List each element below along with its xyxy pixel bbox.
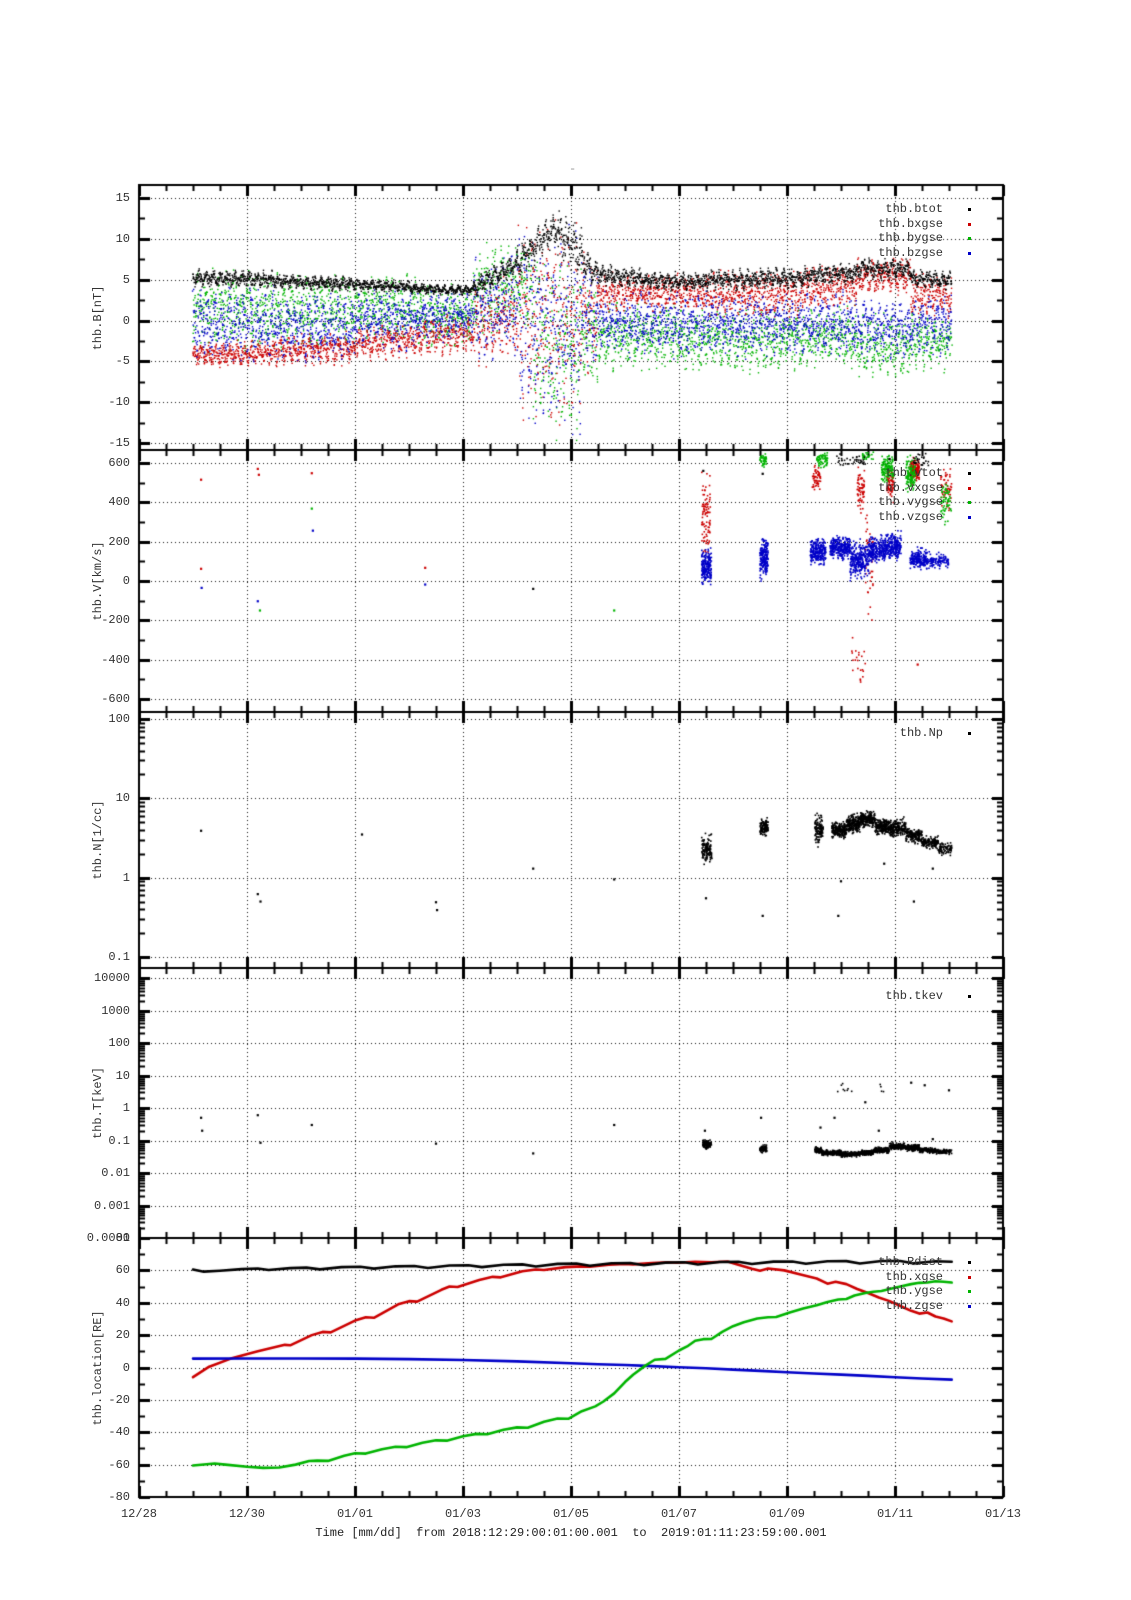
y-tick-label: 1 [122, 871, 130, 885]
y-tick-label: 1000 [101, 1004, 130, 1018]
plot-title-dash: - [569, 162, 577, 176]
y-tick-label: 5 [122, 273, 130, 287]
x-tick-label: 01/09 [768, 1507, 805, 1521]
legend-label: thb.bxgse [878, 216, 943, 231]
y-tick-label: -80 [108, 1490, 130, 1504]
legend-marker-dot [968, 1290, 971, 1293]
y-tick-label: 0.1 [108, 950, 130, 964]
y-tick-label: -15 [108, 436, 130, 450]
y-tick-label: -200 [101, 613, 130, 627]
legend-label: thb.vtot [885, 466, 943, 480]
legend-marker-dot [968, 472, 971, 475]
legend-marker-dot [968, 1304, 971, 1308]
y-tick-label: -400 [101, 653, 130, 667]
y-tick-label: -20 [108, 1393, 130, 1407]
y-tick-label: 0.01 [101, 1166, 130, 1180]
legend-marker-dot [968, 515, 971, 519]
x-tick-label: 01/07 [660, 1507, 697, 1521]
y-tick-label: 100 [108, 1036, 130, 1050]
y-tick-label: 600 [108, 456, 130, 470]
y-tick-label: 10 [115, 232, 130, 246]
x-axis-title: Time [mm/dd] from 2018:12:29:00:01:00.00… [315, 1526, 827, 1540]
x-tick-label: 12/30 [228, 1507, 265, 1521]
legend-marker-dot [968, 208, 971, 211]
y-tick-label: 40 [115, 1296, 130, 1310]
y-tick-label: 20 [115, 1328, 130, 1342]
y-tick-label: 60 [115, 1263, 130, 1277]
y-tick-label: -60 [108, 1458, 130, 1472]
y-axis-label: thb.B[nT] [91, 285, 105, 351]
y-tick-label: 400 [108, 495, 130, 509]
y-tick-label: 10000 [93, 971, 130, 985]
y-tick-label: 10 [115, 791, 130, 805]
legend-marker-dot [968, 732, 971, 735]
legend-marker-dot [968, 995, 971, 998]
legend-label: thb.bygse [878, 231, 943, 245]
y-tick-label: 0.001 [93, 1199, 130, 1213]
legend-label: thb.Np [899, 726, 943, 740]
y-tick-label: -10 [108, 395, 130, 409]
legend-marker-dot [968, 222, 971, 226]
y-tick-label: 1 [122, 1101, 130, 1115]
y-tick-label: -40 [108, 1425, 130, 1439]
y-axis-label: thb.location[RE] [91, 1310, 105, 1426]
legend-marker-dot [968, 237, 971, 240]
x-tick-label: 01/03 [444, 1507, 481, 1521]
y-tick-label: 80 [115, 1231, 130, 1245]
legend-marker-dot [968, 1275, 971, 1279]
legend-label: thb.xgse [885, 1269, 943, 1284]
legend-marker-dot [968, 251, 971, 255]
legend-label: thb.btot [885, 202, 943, 216]
y-tick-label: 15 [115, 191, 130, 205]
y-tick-label: 0 [122, 1361, 130, 1375]
legend-label: thb.ygse [885, 1284, 943, 1298]
x-tick-label: 01/01 [336, 1507, 373, 1521]
y-axis-label: thb.T[keV] [91, 1067, 105, 1140]
legend-label: thb.zgse [885, 1298, 943, 1313]
y-axis-label: thb.V[km/s] [91, 541, 105, 621]
legend-marker-dot [968, 486, 971, 490]
legend-label: thb.Rdist [878, 1255, 943, 1269]
legend-label: thb.bzgse [878, 245, 943, 260]
y-tick-label: -600 [101, 692, 130, 706]
y-tick-label: 100 [108, 712, 130, 726]
legend-label: thb.tkev [885, 989, 943, 1003]
legend-label: thb.vxgse [878, 480, 943, 495]
y-tick-label: 0 [122, 314, 130, 328]
y-axis-label: thb.N[1/cc] [91, 800, 105, 880]
y-tick-label: -5 [115, 354, 130, 368]
x-tick-label: 01/11 [876, 1507, 913, 1521]
legend-label: thb.vzgse [878, 509, 943, 524]
x-tick-label: 01/05 [552, 1507, 589, 1521]
y-tick-label: 0.1 [108, 1134, 130, 1148]
x-tick-label: 01/13 [984, 1507, 1021, 1521]
y-tick-label: 0.0001 [86, 1231, 130, 1245]
legend-marker-dot [968, 1261, 971, 1264]
legend-label: thb.vygse [878, 495, 943, 509]
legend-marker-dot [968, 501, 971, 504]
y-tick-label: 200 [108, 535, 130, 549]
y-tick-label: 10 [115, 1069, 130, 1083]
x-tick-label: 12/28 [120, 1507, 157, 1521]
y-tick-label: 0 [122, 574, 130, 588]
